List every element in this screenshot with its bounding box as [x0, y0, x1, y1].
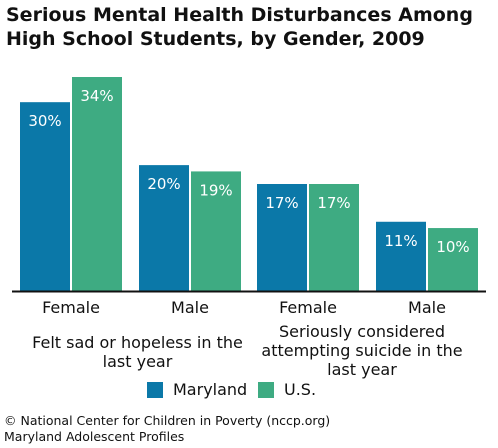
legend-swatch-maryland [147, 381, 163, 398]
legend-swatch-us [258, 381, 274, 398]
data-label-us-3: 10% [436, 238, 469, 256]
bar-maryland-2 [257, 184, 307, 291]
bar-maryland-0 [20, 102, 70, 291]
category-label-1: Male [171, 298, 209, 317]
data-label-us-2: 17% [317, 194, 350, 212]
footer-source: Maryland Adolescent Profiles [4, 429, 185, 444]
chart-title: Serious Mental Health Disturbances Among… [6, 4, 473, 50]
category-label-3: Male [408, 298, 446, 317]
legend: Maryland U.S. [0, 380, 498, 402]
data-label-maryland-3: 11% [384, 232, 417, 250]
group-label-sad: Felt sad or hopeless in the last year [32, 333, 243, 371]
bar-maryland-1 [139, 165, 189, 291]
category-label-0: Female [42, 298, 100, 317]
data-label-maryland-2: 17% [265, 194, 298, 212]
group-label-suicide: Seriously considered attempting suicide … [261, 322, 463, 379]
bar-us-1 [191, 171, 241, 291]
bar-maryland-3 [376, 221, 426, 291]
data-label-maryland-0: 30% [28, 112, 61, 130]
data-label-maryland-1: 20% [147, 175, 180, 193]
legend-item-maryland: Maryland [147, 380, 247, 399]
legend-item-us: U.S. [258, 380, 316, 399]
category-label-2: Female [279, 298, 337, 317]
legend-label-maryland: Maryland [173, 380, 248, 399]
data-label-us-0: 34% [80, 87, 113, 105]
data-label-us-1: 19% [199, 181, 232, 199]
bar-us-2 [309, 184, 359, 291]
bar-us-0 [72, 77, 122, 291]
bar-us-3 [428, 228, 478, 291]
legend-label-us: U.S. [284, 380, 317, 399]
footer: © National Center for Children in Povert… [4, 413, 330, 445]
footer-copyright: © National Center for Children in Povert… [4, 413, 331, 428]
